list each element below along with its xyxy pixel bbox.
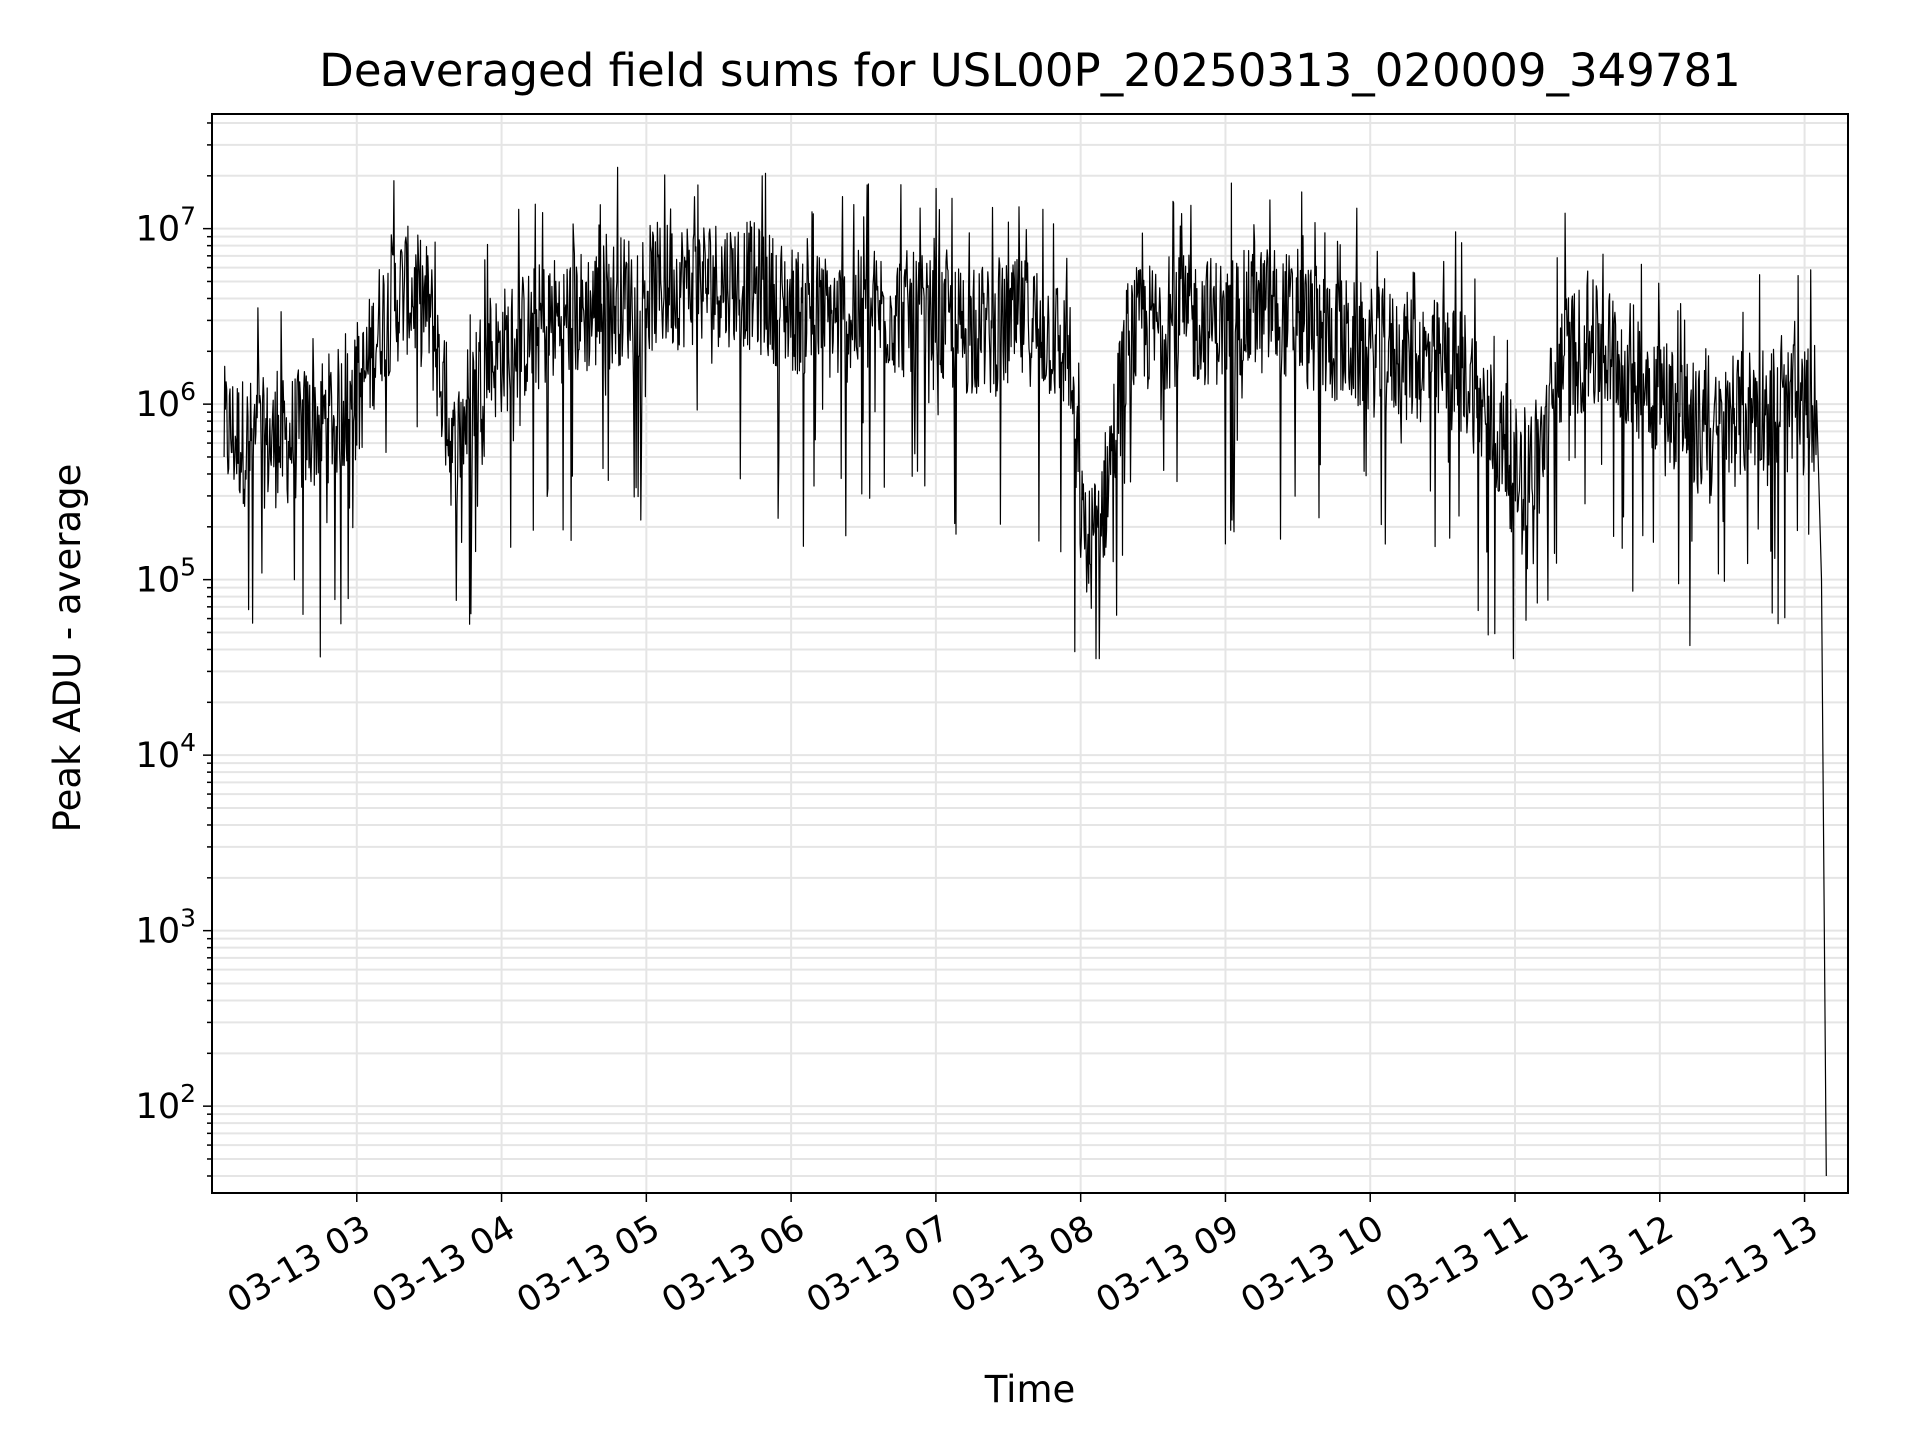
x-tick-label: 03-13 04 <box>366 1208 522 1321</box>
y-tick-label: 103 <box>136 904 196 952</box>
y-axis-title: Peak ADU - average <box>46 464 89 833</box>
x-tick-label: 03-13 07 <box>800 1208 956 1321</box>
y-tick-label: 107 <box>136 202 196 250</box>
x-tick-label: 03-13 11 <box>1379 1208 1535 1321</box>
x-tick-label: 03-13 13 <box>1669 1208 1825 1321</box>
series-line <box>223 166 1827 1177</box>
y-tick-label: 102 <box>136 1079 196 1127</box>
x-tick-label: 03-13 09 <box>1090 1208 1246 1321</box>
x-tick-label: 03-13 08 <box>945 1208 1101 1321</box>
x-axis-title: Time <box>984 1368 1076 1411</box>
x-tick-label: 03-13 05 <box>511 1208 667 1321</box>
y-tick-label: 106 <box>136 377 196 425</box>
y-tick-label: 104 <box>136 728 196 776</box>
x-tick-label: 03-13 03 <box>221 1208 377 1321</box>
chart-title: Deaveraged field sums for USL00P_2025031… <box>319 44 1741 97</box>
y-tick-label: 105 <box>136 553 196 601</box>
plot-area-frame <box>211 113 1849 1194</box>
x-tick-label: 03-13 10 <box>1234 1208 1390 1321</box>
x-tick-label: 03-13 06 <box>655 1208 811 1321</box>
x-tick-label: 03-13 12 <box>1524 1208 1680 1321</box>
